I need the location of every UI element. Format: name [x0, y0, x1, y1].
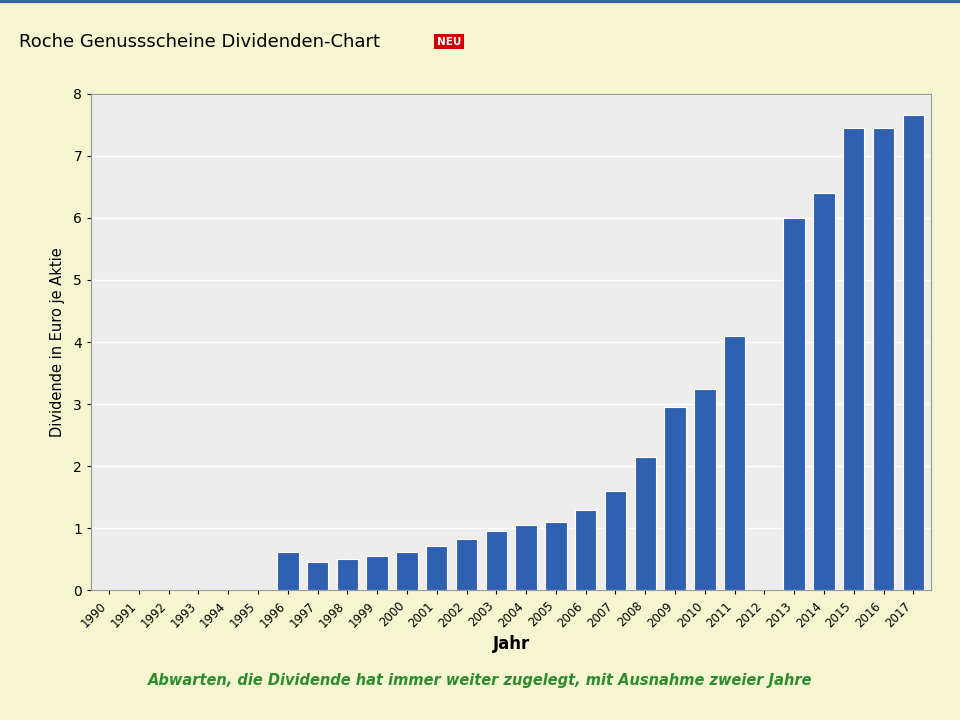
Bar [337, 559, 358, 590]
Bar [486, 531, 507, 590]
Bar [516, 525, 537, 590]
Bar [873, 127, 895, 590]
Bar [902, 115, 924, 590]
X-axis label: Jahr: Jahr [492, 635, 530, 653]
Bar [545, 522, 566, 590]
Bar [456, 539, 477, 590]
Y-axis label: Dividende in Euro je Aktie: Dividende in Euro je Aktie [50, 247, 65, 437]
Bar [813, 193, 834, 590]
Bar [694, 389, 715, 590]
Bar [396, 552, 418, 590]
Text: Abwarten, die Dividende hat immer weiter zugelegt, mit Ausnahme zweier Jahre: Abwarten, die Dividende hat immer weiter… [148, 673, 812, 688]
Text: Roche Genussscheine Dividenden-Chart: Roche Genussscheine Dividenden-Chart [19, 32, 380, 50]
Bar [724, 336, 745, 590]
Bar [635, 457, 656, 590]
Bar [783, 218, 804, 590]
Bar [426, 546, 447, 590]
Text: NEU: NEU [437, 37, 461, 47]
Bar [575, 510, 596, 590]
Bar [843, 127, 864, 590]
Bar [605, 491, 626, 590]
Bar [307, 562, 328, 590]
Bar [277, 552, 299, 590]
Bar [664, 408, 685, 590]
Bar [367, 557, 388, 590]
